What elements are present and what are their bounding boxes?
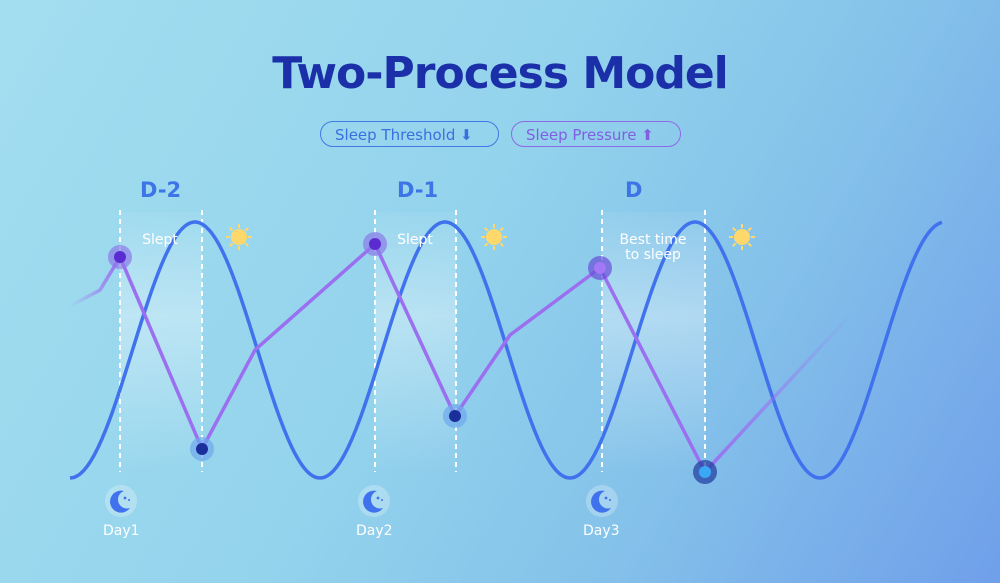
period-label: D bbox=[625, 178, 643, 202]
moon-stars-icon bbox=[586, 485, 618, 517]
day-label: Day3 bbox=[583, 523, 620, 539]
day-label: Day2 bbox=[356, 523, 393, 539]
sleep-pressure-curve-end bbox=[703, 311, 854, 474]
data-point bbox=[114, 251, 126, 263]
moon-stars-icon bbox=[358, 485, 390, 517]
day-label: Day1 bbox=[103, 523, 140, 539]
sun-ray bbox=[229, 227, 234, 232]
legend-label: Sleep Threshold bbox=[335, 126, 456, 144]
sun-ray bbox=[244, 227, 249, 232]
sun-ray bbox=[244, 242, 249, 247]
moon-shape bbox=[110, 490, 130, 513]
arrow-up-icon: ⬆ bbox=[641, 126, 654, 144]
data-point bbox=[699, 466, 711, 478]
sun-ray bbox=[747, 242, 752, 247]
star bbox=[128, 499, 130, 501]
sun-icon bbox=[226, 224, 252, 250]
annotation-slept: Slept bbox=[397, 232, 433, 248]
sun-ray bbox=[499, 242, 504, 247]
sleep-band bbox=[120, 212, 202, 472]
sleep-band bbox=[602, 212, 705, 472]
star bbox=[376, 496, 380, 500]
star bbox=[123, 496, 127, 500]
period-label: D-1 bbox=[397, 178, 439, 202]
sun-disc bbox=[231, 229, 247, 245]
sun-icon bbox=[481, 224, 507, 250]
star bbox=[381, 499, 383, 501]
sleep-pressure-curve bbox=[118, 242, 707, 473]
moon-stars-icon bbox=[105, 485, 137, 517]
sun-ray bbox=[747, 227, 752, 232]
data-point bbox=[196, 443, 208, 455]
sleep-threshold-curve bbox=[69, 220, 943, 480]
star bbox=[604, 496, 608, 500]
legend-label: Sleep Pressure bbox=[526, 126, 637, 144]
sun-ray bbox=[229, 242, 234, 247]
sun-ray bbox=[499, 227, 504, 232]
page-title: Two-Process Model bbox=[272, 48, 729, 99]
sun-ray bbox=[732, 227, 737, 232]
annotation-best-time: Best time to sleep bbox=[619, 232, 687, 263]
data-point bbox=[369, 238, 381, 250]
moon-shape bbox=[363, 490, 383, 513]
legend-sleep-threshold: Sleep Threshold ⬇ bbox=[320, 121, 499, 147]
sun-icon bbox=[729, 224, 755, 250]
legend-sleep-pressure: Sleep Pressure ⬆ bbox=[511, 121, 681, 147]
sun-disc bbox=[486, 229, 502, 245]
star bbox=[609, 499, 611, 501]
sleep-band bbox=[375, 212, 456, 472]
sleep-pressure-curve-start bbox=[69, 256, 122, 308]
data-point bbox=[594, 262, 606, 274]
arrow-down-icon: ⬇ bbox=[460, 126, 473, 144]
sun-disc bbox=[734, 229, 750, 245]
sun-ray bbox=[732, 242, 737, 247]
sun-ray bbox=[484, 227, 489, 232]
period-label: D-2 bbox=[140, 178, 182, 202]
sun-ray bbox=[484, 242, 489, 247]
annotation-slept: Slept bbox=[142, 232, 178, 248]
data-point bbox=[449, 410, 461, 422]
moon-shape bbox=[591, 490, 611, 513]
